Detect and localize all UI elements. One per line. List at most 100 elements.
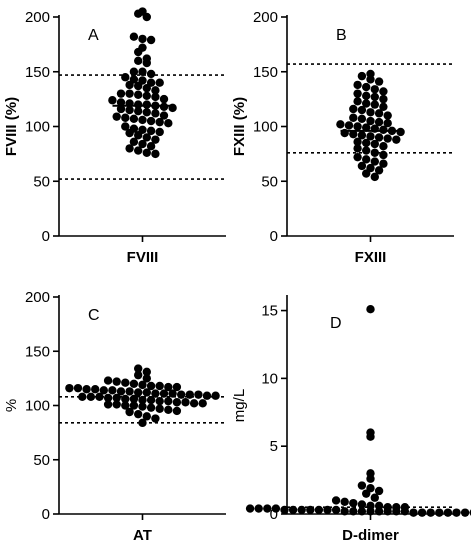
data-point xyxy=(366,108,375,117)
data-point xyxy=(362,91,371,101)
data-point xyxy=(349,507,358,516)
data-point xyxy=(374,486,384,496)
data-point xyxy=(155,404,164,413)
y-tick-label: 0 xyxy=(270,228,278,245)
data-point xyxy=(357,481,367,490)
data-point xyxy=(366,507,375,516)
data-point xyxy=(379,142,388,151)
data-point xyxy=(383,119,392,128)
y-tick-label: 0 xyxy=(42,228,50,245)
data-point xyxy=(155,396,164,406)
data-point xyxy=(121,122,130,131)
data-point xyxy=(280,505,289,515)
data-point xyxy=(146,403,156,412)
data-point xyxy=(134,47,143,57)
data-point xyxy=(366,75,375,84)
data-point xyxy=(108,386,117,395)
data-point xyxy=(370,148,379,157)
data-point xyxy=(374,133,384,142)
data-point xyxy=(125,80,134,90)
data-point xyxy=(116,104,126,114)
data-point xyxy=(134,146,143,155)
data-point xyxy=(172,398,182,407)
data-point xyxy=(452,508,461,517)
data-point xyxy=(142,12,151,22)
data-point xyxy=(353,80,362,90)
data-point xyxy=(202,391,212,400)
panel-d: 0 5 10 15 D-dimer mg/L D xyxy=(231,295,471,544)
data-point xyxy=(129,32,139,41)
data-point xyxy=(151,414,160,423)
data-point xyxy=(125,128,134,138)
y-tick-label: 10 xyxy=(261,370,278,387)
data-point xyxy=(121,378,130,387)
data-point xyxy=(383,134,392,143)
data-point xyxy=(370,157,379,166)
data-point xyxy=(288,505,298,515)
data-point xyxy=(349,104,358,114)
data-point xyxy=(366,116,375,126)
data-point xyxy=(138,418,147,428)
data-point xyxy=(146,395,156,405)
data-point xyxy=(138,115,147,125)
data-point xyxy=(417,508,427,517)
data-point xyxy=(392,507,401,516)
x-category-label: AT xyxy=(133,527,152,544)
data-point xyxy=(103,376,113,385)
data-point xyxy=(151,135,160,144)
data-point xyxy=(159,111,169,120)
data-point xyxy=(189,399,199,408)
data-point xyxy=(125,105,134,115)
data-point xyxy=(142,83,151,93)
data-point xyxy=(443,508,453,517)
data-point xyxy=(151,149,160,159)
data-point xyxy=(194,390,203,399)
data-point xyxy=(362,82,371,92)
data-point xyxy=(164,382,173,392)
data-point xyxy=(400,507,410,516)
data-point xyxy=(370,172,379,182)
data-point xyxy=(366,474,375,483)
data-point xyxy=(138,380,147,390)
x-category-label: D-dimer xyxy=(342,527,399,544)
data-point xyxy=(362,169,371,178)
data-point xyxy=(379,159,388,168)
data-point xyxy=(138,395,147,405)
data-point xyxy=(366,305,375,314)
data-point xyxy=(112,393,121,403)
data-point xyxy=(396,127,405,137)
data-point xyxy=(357,507,367,516)
data-point xyxy=(142,108,151,117)
data-point xyxy=(138,67,147,76)
data-point xyxy=(357,114,367,124)
x-category-label: FXIII xyxy=(355,249,387,266)
data-point xyxy=(374,507,384,516)
data-point xyxy=(134,90,143,99)
data-point xyxy=(379,94,388,104)
data-point xyxy=(146,126,156,136)
data-point xyxy=(142,374,151,383)
data-point xyxy=(146,116,156,126)
data-point xyxy=(142,91,151,101)
y-tick-label: 15 xyxy=(261,303,278,320)
data-point xyxy=(344,121,354,130)
data-point xyxy=(121,394,130,404)
data-point xyxy=(409,508,418,517)
data-point xyxy=(254,504,263,513)
data-point xyxy=(383,111,392,120)
data-point xyxy=(78,392,87,402)
data-point xyxy=(426,508,435,517)
data-point xyxy=(172,382,182,392)
data-point xyxy=(383,507,392,516)
data-point xyxy=(142,412,151,421)
data-point xyxy=(134,9,143,18)
data-point xyxy=(366,132,375,141)
y-tick-label: 100 xyxy=(253,119,278,136)
y-axis-label: mg/L xyxy=(231,389,248,422)
data-point xyxy=(129,401,139,410)
data-point xyxy=(245,504,255,513)
data-point xyxy=(379,125,388,134)
data-point xyxy=(129,114,139,124)
data-point xyxy=(142,58,151,68)
